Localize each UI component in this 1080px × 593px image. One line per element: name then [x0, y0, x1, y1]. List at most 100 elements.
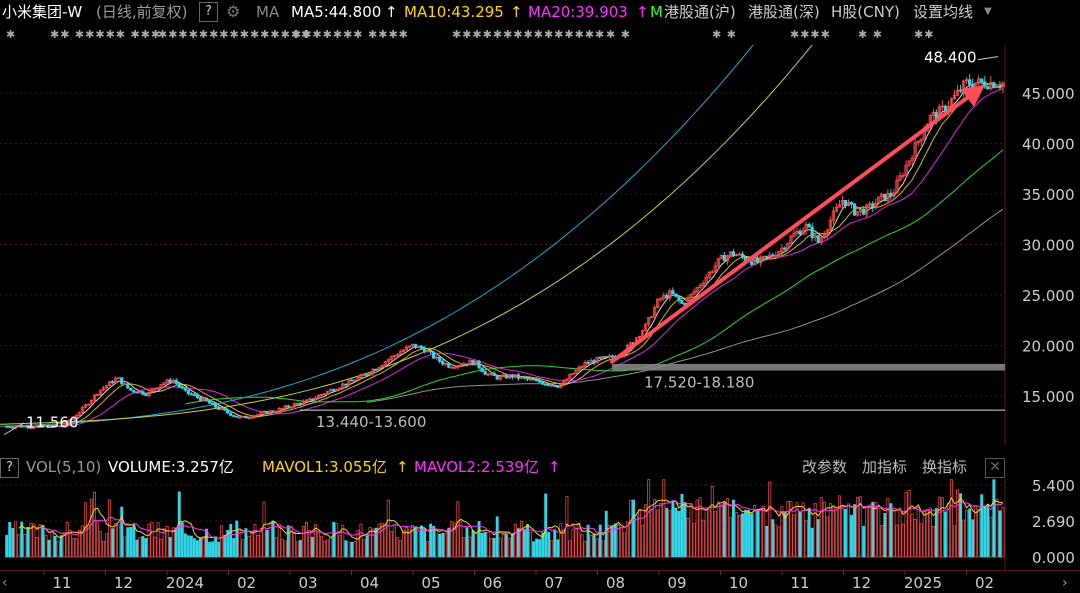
ma-long-line [0, 45, 813, 425]
candle-body [671, 290, 675, 295]
volume-bar [180, 522, 184, 558]
help-icon[interactable]: ? [199, 2, 218, 22]
volume-bar [489, 538, 493, 558]
volume-bar [235, 520, 239, 558]
candle-body [465, 363, 469, 366]
candle-body [780, 247, 784, 252]
candle-body [159, 384, 163, 388]
candle-body [547, 384, 551, 386]
volume-bars [5, 479, 1005, 558]
volume-bar [244, 528, 248, 558]
volume-bar [801, 502, 805, 558]
volume-chart[interactable]: 5.400 2.690 0.000 [0, 478, 1080, 570]
add-indicator-button[interactable]: 加指标 [862, 458, 908, 476]
masked-text: ✱ ✱ [712, 28, 737, 41]
candle-body [23, 425, 27, 428]
x-tick-label: 04 [360, 574, 379, 592]
chevron-down-icon[interactable]: ▼ [984, 6, 992, 17]
volume-bar [441, 532, 445, 558]
mavol2-arrow-icon: ↑ [548, 458, 561, 476]
candle-body [111, 381, 115, 384]
price-chart[interactable]: 45.000 40.000 35.000 30.000 25.000 20.000 15.0… [0, 45, 1080, 445]
mavol1-value: MAVOL1:3.055亿 [262, 458, 387, 476]
hk-connect-sh-button[interactable]: 港股通(沪) [664, 3, 736, 21]
stock-name[interactable]: 小米集团-W [2, 3, 83, 21]
candle-body [374, 368, 378, 371]
candle-body [398, 351, 402, 356]
volume-bar [59, 535, 63, 558]
gear-icon[interactable]: ⚙ [226, 2, 241, 21]
high-price-pointer [977, 56, 999, 61]
candle-body [362, 374, 366, 376]
candle-body [722, 254, 726, 262]
candle-body [983, 81, 987, 88]
volume-bar [965, 510, 969, 558]
volume-bar [937, 496, 941, 558]
volume-help-icon[interactable]: ? [0, 458, 19, 478]
candle-body [568, 374, 572, 380]
switch-indicator-button[interactable]: 换指标 [922, 458, 968, 476]
volume-bar [192, 538, 196, 558]
volume-bar [574, 527, 578, 558]
volume-bar [904, 492, 908, 558]
volume-bar [189, 535, 193, 558]
volume-bar [865, 507, 869, 558]
price-tick-label: 45.000 [1022, 85, 1075, 103]
edit-params-button[interactable]: 改参数 [802, 458, 848, 476]
volume-bar [8, 522, 12, 558]
close-icon[interactable]: ✕ [985, 458, 1005, 478]
candle-body [450, 366, 454, 369]
volume-bar [71, 538, 75, 558]
candle-body [647, 317, 651, 325]
period-label[interactable]: (日线,前复权) [96, 3, 188, 21]
candle-body [637, 335, 642, 339]
candle-body [329, 389, 333, 392]
volume-bar [741, 513, 744, 558]
candle-body [413, 343, 418, 349]
candle-body [313, 397, 318, 401]
candle-body [307, 398, 312, 401]
masked-text: ✱✱✱✱ [790, 28, 831, 41]
x-axis: 11 12 2024 02 03 04 05 06 07 08 09 10 11 12 2025 02 ‹ › [0, 570, 1080, 592]
price-axis: 45.000 40.000 35.000 30.000 25.000 20.000 15.0… [1022, 85, 1075, 406]
candle-body [301, 400, 306, 405]
volume-bar [922, 509, 926, 558]
candle-body [650, 316, 654, 319]
volume-bar [111, 528, 115, 558]
candle-body [577, 366, 581, 371]
volume-header: ? VOL(5,10) VOLUME:3.257亿 MAVOL1:3.055亿 … [0, 456, 1080, 478]
volume-bar [141, 536, 145, 558]
volume-bar [138, 537, 142, 558]
volume-bar [671, 501, 675, 558]
ma-settings-button[interactable]: 设置均线 [913, 3, 974, 21]
masked-info-row: ✱ ✱✱ ✱✱✱✱✱ ✱✱✱ ✱✱✱✱✱✱✱✱✱✱✱✱✱✱✱ ✱✱✱✱✱✱✱ ✱… [0, 28, 1080, 44]
candle-body [404, 346, 408, 351]
scroll-left-icon[interactable]: ‹ [2, 575, 8, 591]
candle-body [771, 254, 775, 257]
h-share-button[interactable]: H股(CNY) [831, 3, 900, 21]
candle-body [786, 242, 790, 250]
masked-text: ✱✱ ✱✱✱✱✱ ✱✱✱ [50, 28, 162, 41]
volume-bar [14, 521, 18, 558]
volume-bar [510, 533, 514, 558]
candle-body [859, 208, 863, 212]
candle-body [401, 349, 405, 353]
candle-body [725, 255, 729, 262]
candle-body [849, 202, 854, 205]
candle-body [592, 360, 596, 363]
scroll-right-icon[interactable]: › [1062, 575, 1068, 591]
volume-bar [80, 525, 84, 558]
candle-body [565, 378, 569, 382]
hk-connect-sz-button[interactable]: 港股通(深) [748, 3, 820, 21]
annotation-layer: 11.560 13.440-13.600 17.520-18.180 48.400 [3, 49, 999, 436]
volume-bar [126, 527, 130, 558]
volume-bar [956, 489, 959, 558]
volume-bar [486, 531, 490, 558]
candle-body [810, 226, 814, 238]
candle-body [204, 397, 209, 402]
masked-text: ✱✱✱✱✱✱✱ ✱✱✱✱ [292, 28, 409, 41]
volume-bar [810, 527, 814, 558]
ma-label: MA [256, 3, 280, 21]
candle-body [432, 351, 436, 359]
volume-bar [301, 525, 305, 558]
